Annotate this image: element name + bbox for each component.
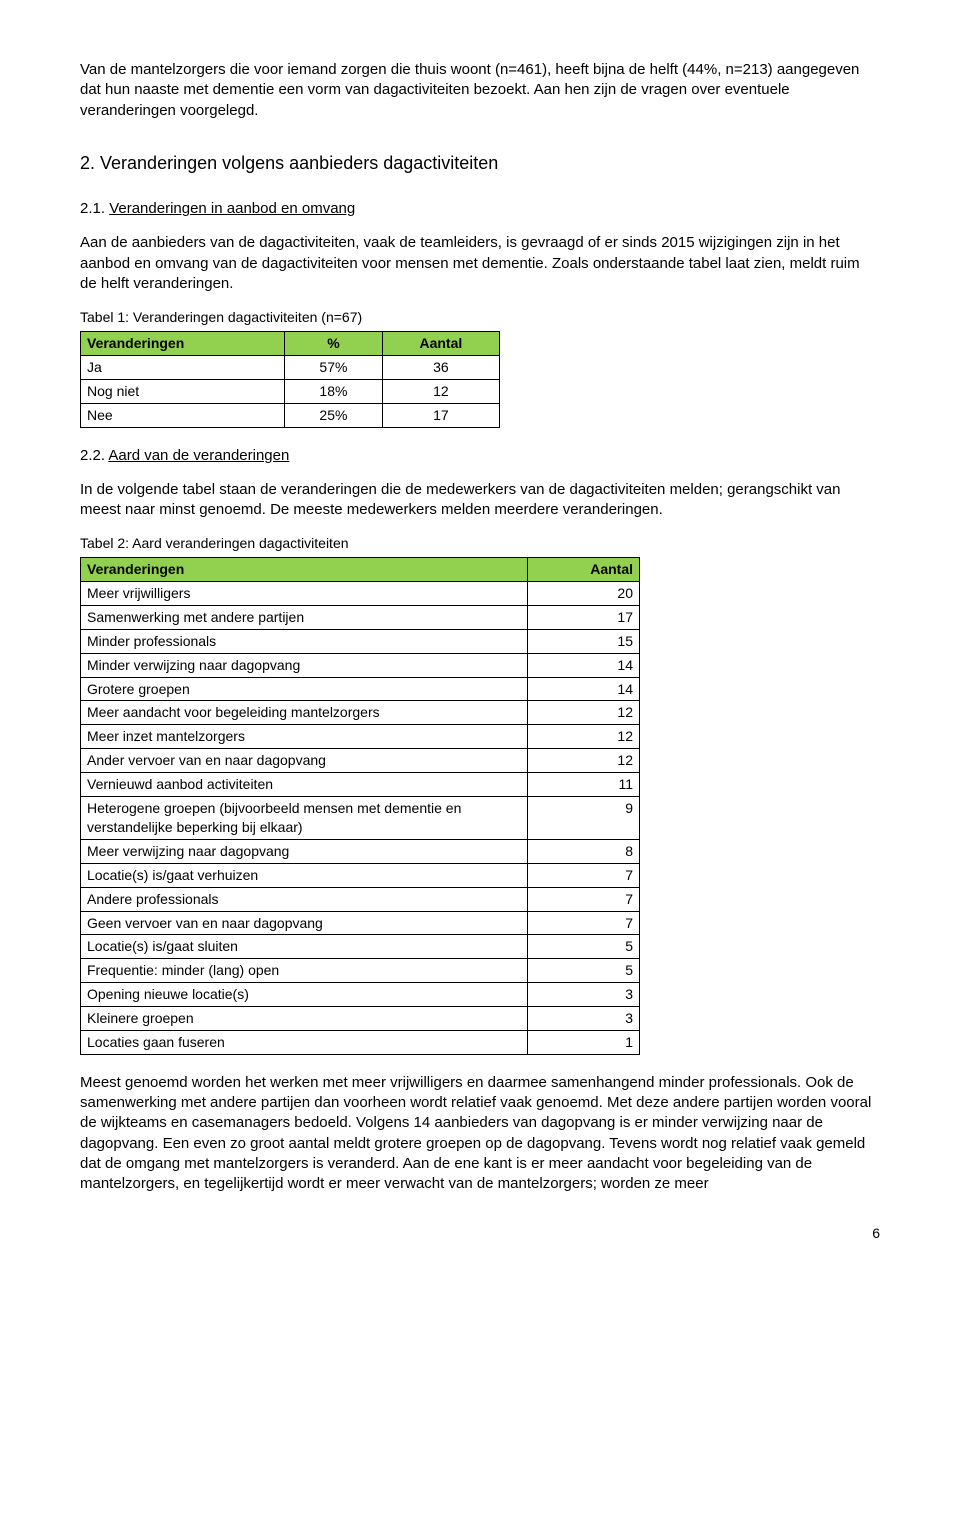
table-cell: Nee <box>81 403 285 427</box>
table-row: Samenwerking met andere partijen17 <box>81 605 640 629</box>
table-cell: Meer vrijwilligers <box>81 582 528 606</box>
table-2: VeranderingenAantal Meer vrijwilligers20… <box>80 557 640 1055</box>
table-row: Frequentie: minder (lang) open5 <box>81 959 640 983</box>
page-number: 6 <box>80 1224 880 1243</box>
table-cell: 11 <box>528 773 640 797</box>
table-row: Nee25%17 <box>81 403 500 427</box>
table-cell: 12 <box>382 379 499 403</box>
table-row: Opening nieuwe locatie(s)3 <box>81 983 640 1007</box>
table-header-cell: Veranderingen <box>81 331 285 355</box>
table-cell: Grotere groepen <box>81 677 528 701</box>
table-row: Locaties gaan fuseren1 <box>81 1030 640 1054</box>
table-row: Meer inzet mantelzorgers12 <box>81 725 640 749</box>
subsection-2-2-paragraph: In de volgende tabel staan de veranderin… <box>80 480 880 521</box>
subsection-2-2-heading: 2.2. Aard van de veranderingen <box>80 446 880 466</box>
table-cell: 57% <box>285 355 383 379</box>
table-row: Meer vrijwilligers20 <box>81 582 640 606</box>
subsection-2-1-title: Veranderingen in aanbod en omvang <box>109 200 355 217</box>
table-cell: 18% <box>285 379 383 403</box>
intro-paragraph: Van de mantelzorgers die voor iemand zor… <box>80 60 880 121</box>
table-1: Veranderingen%Aantal Ja57%36Nog niet18%1… <box>80 331 500 428</box>
table-cell: Ja <box>81 355 285 379</box>
table-row: Andere professionals7 <box>81 887 640 911</box>
table-cell: 8 <box>528 839 640 863</box>
table-cell: 15 <box>528 629 640 653</box>
section-2-heading: 2. Veranderingen volgens aanbieders daga… <box>80 151 880 175</box>
table-cell: 12 <box>528 725 640 749</box>
table-row: Vernieuwd aanbod activiteiten11 <box>81 773 640 797</box>
table-cell: Locaties gaan fuseren <box>81 1030 528 1054</box>
table-cell: Frequentie: minder (lang) open <box>81 959 528 983</box>
table-cell: Vernieuwd aanbod activiteiten <box>81 773 528 797</box>
table-cell: Minder verwijzing naar dagopvang <box>81 653 528 677</box>
table-row: Locatie(s) is/gaat verhuizen7 <box>81 863 640 887</box>
table-cell: 17 <box>382 403 499 427</box>
table-row: Nog niet18%12 <box>81 379 500 403</box>
table-cell: Kleinere groepen <box>81 1007 528 1031</box>
table-cell: 25% <box>285 403 383 427</box>
table-cell: 12 <box>528 701 640 725</box>
table-cell: Andere professionals <box>81 887 528 911</box>
table-header-cell: % <box>285 331 383 355</box>
table-row: Grotere groepen14 <box>81 677 640 701</box>
table-row: Locatie(s) is/gaat sluiten5 <box>81 935 640 959</box>
table-cell: 12 <box>528 749 640 773</box>
table-row: Meer aandacht voor begeleiding mantelzor… <box>81 701 640 725</box>
subsection-2-1-number: 2.1. <box>80 200 109 217</box>
table-cell: 5 <box>528 935 640 959</box>
table-cell: Meer verwijzing naar dagopvang <box>81 839 528 863</box>
table-cell: 36 <box>382 355 499 379</box>
closing-paragraph: Meest genoemd worden het werken met meer… <box>80 1073 880 1195</box>
table-cell: Ander vervoer van en naar dagopvang <box>81 749 528 773</box>
table-row: Ja57%36 <box>81 355 500 379</box>
table-row: Kleinere groepen3 <box>81 1007 640 1031</box>
table-cell: 7 <box>528 887 640 911</box>
table-row: Heterogene groepen (bijvoorbeeld mensen … <box>81 797 640 840</box>
table-header-cell: Veranderingen <box>81 558 528 582</box>
table-1-caption: Tabel 1: Veranderingen dagactiviteiten (… <box>80 308 880 327</box>
subsection-2-1-paragraph: Aan de aanbieders van de dagactiviteiten… <box>80 233 880 294</box>
subsection-2-2-title: Aard van de veranderingen <box>108 447 289 464</box>
subsection-2-1-heading: 2.1. Veranderingen in aanbod en omvang <box>80 199 880 219</box>
subsection-2-2-number: 2.2. <box>80 447 108 464</box>
table-cell: Meer aandacht voor begeleiding mantelzor… <box>81 701 528 725</box>
table-row: Ander vervoer van en naar dagopvang12 <box>81 749 640 773</box>
table-2-caption: Tabel 2: Aard veranderingen dagactivitei… <box>80 534 880 553</box>
table-header-cell: Aantal <box>528 558 640 582</box>
table-cell: 9 <box>528 797 640 840</box>
table-row: Geen vervoer van en naar dagopvang7 <box>81 911 640 935</box>
table-row: Meer verwijzing naar dagopvang8 <box>81 839 640 863</box>
table-cell: Locatie(s) is/gaat sluiten <box>81 935 528 959</box>
table-cell: 14 <box>528 653 640 677</box>
table-cell: Locatie(s) is/gaat verhuizen <box>81 863 528 887</box>
table-row: Minder professionals15 <box>81 629 640 653</box>
table-cell: 1 <box>528 1030 640 1054</box>
table-header-cell: Aantal <box>382 331 499 355</box>
table-cell: Geen vervoer van en naar dagopvang <box>81 911 528 935</box>
table-cell: 14 <box>528 677 640 701</box>
table-cell: Heterogene groepen (bijvoorbeeld mensen … <box>81 797 528 840</box>
table-cell: Samenwerking met andere partijen <box>81 605 528 629</box>
table-cell: Meer inzet mantelzorgers <box>81 725 528 749</box>
table-cell: 7 <box>528 863 640 887</box>
table-cell: 20 <box>528 582 640 606</box>
table-cell: 7 <box>528 911 640 935</box>
table-cell: Minder professionals <box>81 629 528 653</box>
table-cell: Nog niet <box>81 379 285 403</box>
table-row: Minder verwijzing naar dagopvang14 <box>81 653 640 677</box>
table-cell: 3 <box>528 983 640 1007</box>
table-cell: 5 <box>528 959 640 983</box>
table-cell: 3 <box>528 1007 640 1031</box>
table-cell: 17 <box>528 605 640 629</box>
table-cell: Opening nieuwe locatie(s) <box>81 983 528 1007</box>
